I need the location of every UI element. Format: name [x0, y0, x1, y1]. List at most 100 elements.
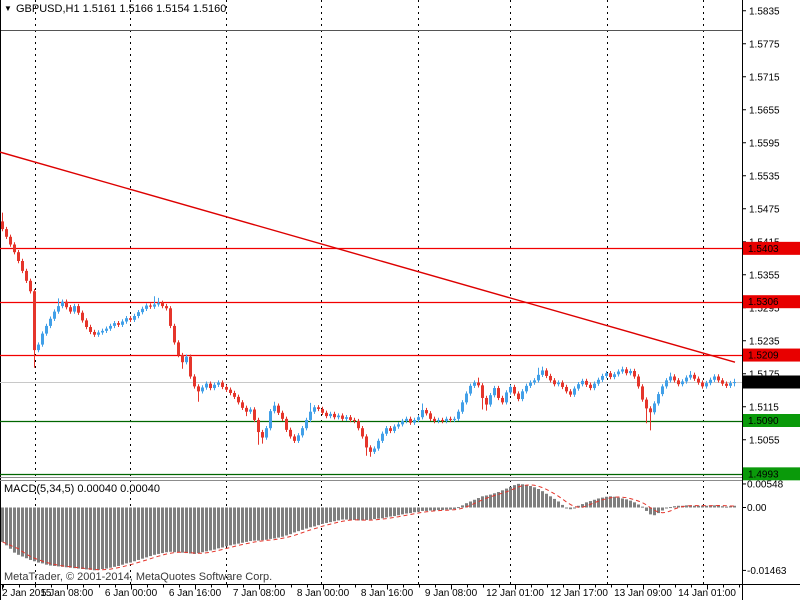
candle-body: [205, 383, 208, 388]
macd-bar: [153, 507, 156, 555]
candle-body: [337, 415, 340, 418]
candle-body: [329, 413, 332, 417]
macd-bar: [161, 507, 164, 554]
metaquotes-watermark: MetaTrader, © 2001-2014, MetaQuotes Soft…: [4, 571, 272, 583]
macd-bar: [429, 507, 432, 511]
price-tick-label: 1.5715: [749, 72, 780, 83]
macd-bar: [649, 507, 652, 515]
macd-bar: [729, 506, 732, 508]
candle-body: [285, 418, 288, 430]
trendline-layer[interactable]: [0, 151, 736, 363]
candle-body: [193, 376, 196, 387]
candle-body: [109, 325, 112, 329]
candle-body: [605, 373, 608, 376]
candle-body: [465, 393, 468, 403]
candle-body: [209, 383, 212, 389]
candle-body: [625, 369, 628, 374]
candle-body: [45, 325, 48, 334]
time-axis-label: 12 Jan 17:00: [550, 588, 608, 599]
chart-shift-marker-icon[interactable]: ▼: [4, 4, 12, 13]
price-tick-label: 1.5115: [749, 402, 779, 413]
candle-body: [613, 374, 616, 378]
macd-indicator-label: MACD(5,34,5) 0.00040 0.00040: [4, 483, 160, 495]
support-price-badge: [743, 414, 800, 427]
macd-bar: [257, 507, 260, 541]
candle-body: [409, 418, 412, 423]
macd-bar: [493, 493, 496, 508]
macd-bar: [261, 507, 264, 541]
macd-bar: [41, 507, 44, 564]
candle-body: [277, 405, 280, 413]
resistance-price-badge: [743, 295, 800, 309]
macd-bar: [1, 507, 4, 542]
macd-bar: [453, 507, 456, 510]
macd-bar: [169, 507, 172, 552]
candle-body: [565, 386, 568, 392]
macd-bar: [521, 484, 524, 508]
macd-bar: [497, 492, 500, 508]
price-badge-label: 1.5160: [748, 378, 779, 389]
macd-bar: [525, 485, 528, 508]
candle-body: [429, 413, 432, 419]
macd-bar: [201, 507, 204, 553]
candle-body: [341, 415, 344, 419]
macd-bar: [565, 507, 568, 509]
current-price-badge[interactable]: [743, 375, 800, 389]
candle-body: [297, 435, 300, 441]
macd-bar: [213, 507, 216, 550]
candle-body: [713, 376, 716, 380]
macd-bar: [85, 507, 88, 570]
macd-bar: [205, 507, 208, 552]
price-tick-label: 1.5235: [749, 336, 780, 347]
macd-bar: [553, 498, 556, 508]
macd-bar: [341, 507, 344, 520]
macd-bar: [177, 507, 180, 553]
candle-body: [65, 301, 68, 308]
macd-bar: [657, 507, 660, 514]
candle-body: [601, 375, 604, 380]
macd-bar: [701, 505, 704, 508]
macd-bar: [485, 495, 488, 508]
candle-body: [729, 383, 732, 386]
candle-body: [249, 409, 252, 412]
candle-body: [609, 373, 612, 378]
candle-body: [397, 424, 400, 427]
macd-bar: [661, 507, 664, 511]
macd-bar: [13, 507, 16, 553]
macd-bar: [465, 503, 468, 508]
macd-bar: [5, 507, 8, 546]
macd-bar: [149, 507, 152, 557]
price-tick-label: 1.5055: [749, 435, 780, 446]
candle-body: [645, 399, 648, 409]
candle-body: [309, 411, 312, 420]
macd-bar: [33, 507, 36, 562]
candle-body: [393, 426, 396, 431]
macd-bar: [157, 507, 160, 554]
macd-bar: [417, 507, 420, 512]
candle-body: [417, 417, 420, 420]
candle-body: [425, 410, 428, 414]
candle-body: [665, 380, 668, 387]
candle-body: [137, 312, 140, 316]
candle-body: [477, 382, 480, 386]
support-price-badge: [743, 467, 800, 481]
macd-bar: [297, 507, 300, 532]
macd-bar: [717, 505, 720, 508]
candle-body: [489, 395, 492, 405]
macd-bar: [573, 507, 576, 509]
candle-body: [437, 419, 440, 422]
candle-body: [445, 418, 448, 422]
candle-body: [369, 447, 372, 452]
candle-body: [401, 421, 404, 425]
candle-body: [649, 408, 652, 413]
macd-bar: [361, 507, 364, 521]
price-tick-label: 1.5355: [749, 270, 780, 281]
descending-trendline[interactable]: [0, 151, 736, 363]
price-badge-label: 1.4993: [748, 469, 779, 480]
candle-body: [33, 291, 36, 351]
price-badge-label: 1.5306: [748, 297, 779, 308]
support-resistance-lines[interactable]: [0, 247, 742, 476]
candle-body: [321, 408, 324, 413]
